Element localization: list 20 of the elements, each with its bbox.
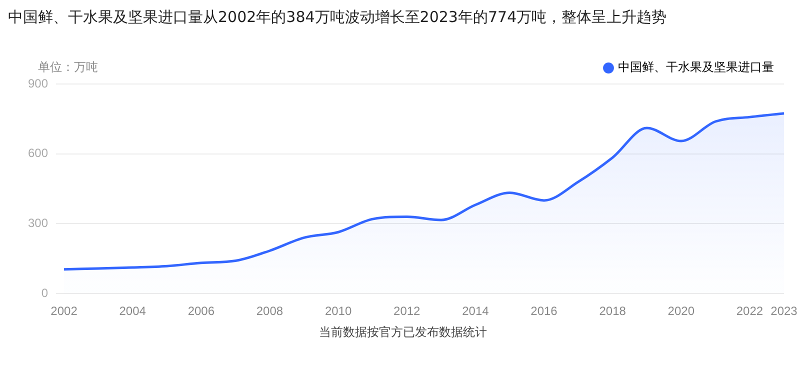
y-tick-label: 300 <box>28 216 48 230</box>
x-tick-label: 2006 <box>188 304 215 318</box>
x-tick-label: 2016 <box>530 304 558 318</box>
x-tick-label: 2018 <box>599 304 626 318</box>
x-tick-label: 2008 <box>256 304 284 318</box>
y-tick-label: 900 <box>28 76 48 90</box>
chart-title: 中国鲜、干水果及坚果进口量从2002年的384万吨波动增长至2023年的774万吨，整体呈上升趋势 <box>8 8 667 27</box>
x-tick-label: 2014 <box>462 304 490 318</box>
y-axis-title: 单位：万吨 <box>38 59 98 76</box>
x-tick-label: 2002 <box>50 304 78 318</box>
x-tick-label: 2022 <box>736 304 764 318</box>
x-tick-label: 2004 <box>119 304 146 318</box>
legend-label: 中国鲜、干水果及坚果进口量 <box>618 60 774 74</box>
x-tick-label: 2010 <box>324 304 352 318</box>
x-tick-label: 2020 <box>668 304 695 318</box>
y-tick-label: 0 <box>41 286 48 300</box>
text: 当前数据按官方已发布数据统计 <box>318 324 488 341</box>
x-tick-label: 2012 <box>394 304 421 318</box>
x-tick-label: 2023 <box>770 304 798 318</box>
y-tick-label: 600 <box>28 146 48 160</box>
